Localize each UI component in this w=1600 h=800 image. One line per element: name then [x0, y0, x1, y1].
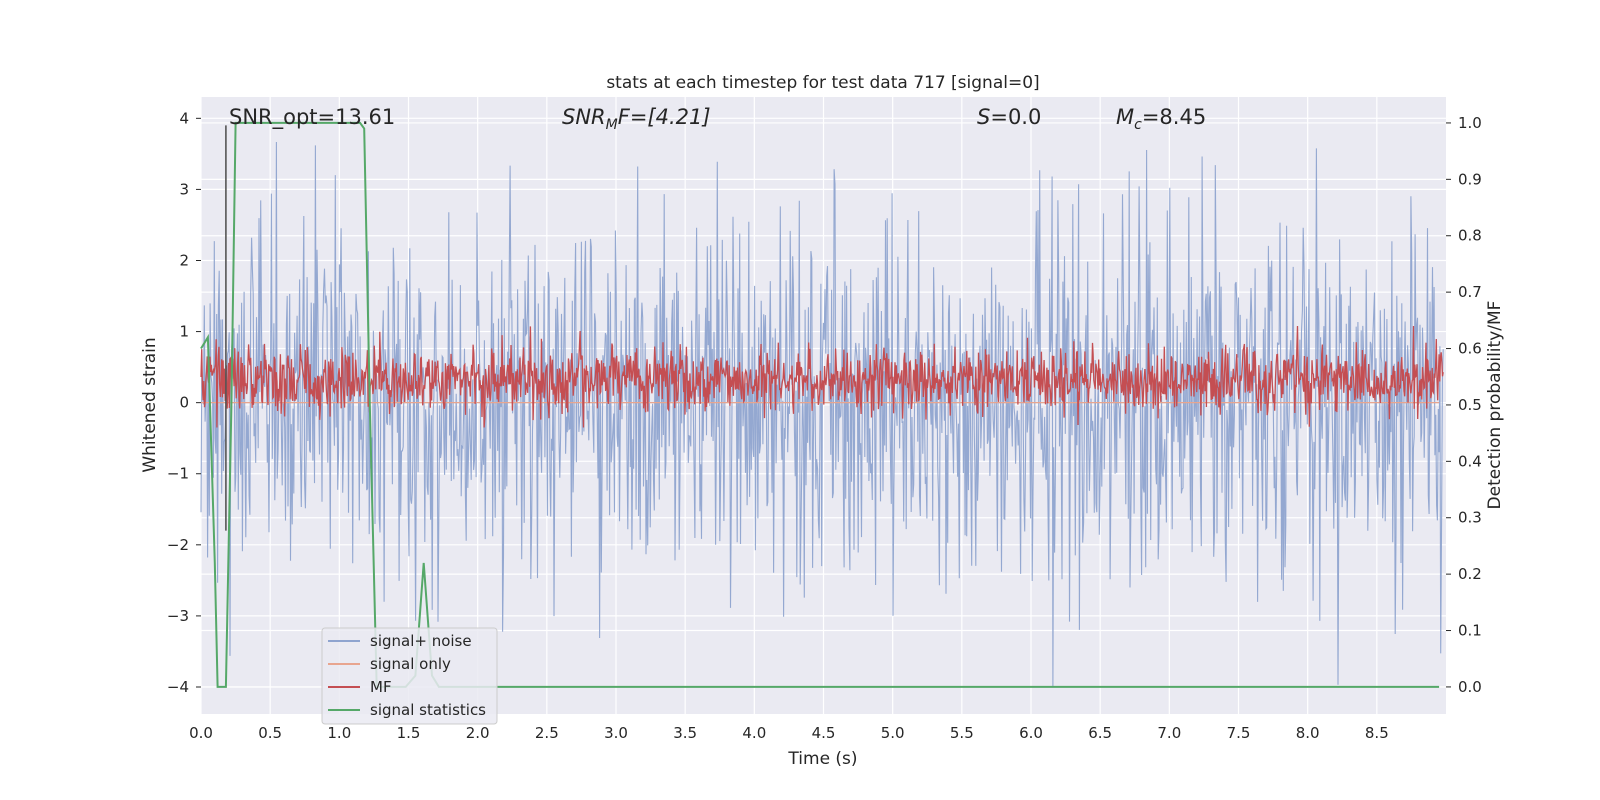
- annotation-s: S=0.0: [977, 105, 1041, 129]
- y2-tick-label: 0.6: [1458, 340, 1482, 358]
- y-axis-label: Whitened strain: [140, 337, 160, 472]
- x-tick-label: 8.5: [1365, 724, 1389, 742]
- x-tick-label: 1.0: [327, 724, 351, 742]
- y2-tick-label: 0.7: [1458, 283, 1482, 301]
- x-tick-label: 3.5: [673, 724, 697, 742]
- y2-tick-label: 0.4: [1458, 452, 1482, 470]
- y-tick-label: 4: [179, 109, 189, 127]
- x-tick-label: 6.0: [1019, 724, 1043, 742]
- x-tick-label: 3.0: [604, 724, 628, 742]
- y-tick-labels: 4 3 2 1 0 −1 −2 −3 −4: [167, 109, 201, 696]
- y2-tick-label: 0.8: [1458, 227, 1482, 245]
- y2-tick-label: 0.0: [1458, 678, 1482, 696]
- y2-axis-label: Detection probability/MF: [1485, 301, 1505, 510]
- x-tick-label: 1.5: [397, 724, 421, 742]
- x-tick-label: 0.0: [189, 724, 213, 742]
- legend: signal+ noise signal only MF signal stat…: [321, 627, 498, 725]
- x-tick-label: 8.0: [1296, 724, 1320, 742]
- legend-label-signal-noise: signal+ noise: [370, 632, 472, 650]
- y-tick-label: 0: [179, 394, 189, 412]
- mf-layer: [200, 325, 1444, 428]
- x-tick-label: 4.5: [812, 724, 836, 742]
- x-tick-label: 2.5: [535, 724, 559, 742]
- x-tick-label: 0.5: [258, 724, 282, 742]
- y2-tick-label: 0.9: [1458, 170, 1482, 188]
- y-tick-label: 1: [179, 323, 189, 341]
- annotation-snr-mf: SNRMF=[4.21]: [562, 105, 711, 133]
- x-axis-label: Time (s): [787, 749, 857, 769]
- y2-tick-label: 0.5: [1458, 396, 1482, 414]
- series-signal-noise: [200, 141, 1444, 688]
- x-tick-label: 5.5: [950, 724, 974, 742]
- legend-label-mf: MF: [370, 678, 392, 696]
- legend-box: [321, 627, 498, 725]
- x-tick-label: 5.0: [881, 724, 905, 742]
- chart-title: stats at each timestep for test data 717…: [606, 73, 1039, 93]
- legend-label-signal-only: signal only: [370, 655, 451, 673]
- y2-tick-label: 1.0: [1458, 114, 1482, 132]
- y-tick-label: −4: [167, 678, 189, 696]
- legend-label-signal-statistics: signal statistics: [370, 701, 486, 719]
- series-mf: [200, 325, 1444, 428]
- x-tick-label: 4.0: [742, 724, 766, 742]
- y-tick-label: −1: [167, 465, 189, 483]
- y-tick-label: −2: [167, 536, 189, 554]
- y-tick-label: 2: [179, 251, 189, 269]
- x-tick-label: 7.0: [1157, 724, 1181, 742]
- y2-tick-label: 0.2: [1458, 565, 1482, 583]
- x-tick-label: 6.5: [1088, 724, 1112, 742]
- x-tick-label: 7.5: [1227, 724, 1251, 742]
- x-tick-labels: 0.0 0.5 1.0 1.5 2.0 2.5 3.0 3.5 4.0 4.5 5.0 5.5 6.0 6…: [189, 724, 1389, 742]
- x-tick-label: 2.0: [466, 724, 490, 742]
- y-tick-label: −3: [167, 607, 189, 625]
- annotation-snr-opt: SNR_opt=13.61: [229, 105, 395, 130]
- noise-layer: [200, 141, 1444, 688]
- y2-tick-label: 0.3: [1458, 509, 1482, 527]
- y-tick-label: 3: [179, 180, 189, 198]
- y2-tick-labels: 1.0 0.9 0.8 0.7 0.6 0.5 0.4 0.3 0.2 0.1 0.0: [1446, 114, 1482, 696]
- y2-tick-label: 0.1: [1458, 622, 1482, 640]
- annotation-mc: Mc=8.45: [1116, 105, 1206, 133]
